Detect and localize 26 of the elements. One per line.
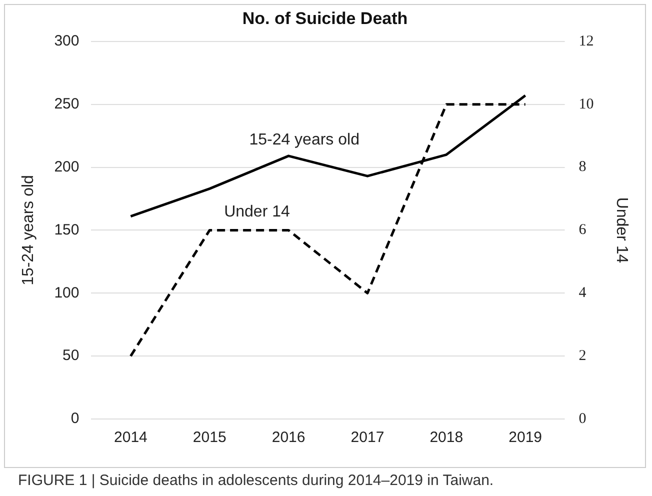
y-tick-label: 200	[54, 158, 80, 176]
x-tick-label: 2014	[114, 429, 148, 446]
y-tick-label: 300	[54, 32, 80, 50]
chart-title: No. of Suicide Death	[242, 8, 408, 28]
series-label: Under 14	[224, 204, 290, 221]
y2-axis-title: Under 14	[612, 197, 630, 264]
y2-tick-label: 0	[578, 410, 586, 427]
y2-tick-label: 2	[578, 348, 586, 364]
y2-tick-label: 12	[578, 33, 594, 50]
y2-tick-label: 8	[578, 159, 586, 176]
x-tick-label: 2018	[430, 429, 464, 446]
caption: FIGURE 1 | Suicide deaths in adolescents during 2014–2019 in Taiwan.	[18, 472, 494, 489]
x-tick-label: 2016	[272, 429, 306, 446]
x-tick-label: 2015	[192, 429, 226, 446]
y2-tick-label: 10	[578, 96, 594, 112]
y2-tick-label: 4	[578, 285, 587, 302]
y2-tick-label: 6	[578, 222, 587, 238]
y-tick-label: 50	[62, 347, 80, 364]
x-tick-label: 2017	[350, 429, 384, 446]
y-tick-label: 150	[54, 221, 80, 238]
series-label: 15-24 years old	[249, 131, 360, 148]
x-tick-label: 2019	[508, 429, 542, 446]
y-tick-label: 0	[70, 410, 80, 428]
y-tick-label: 250	[54, 95, 80, 112]
y-tick-label: 100	[54, 284, 80, 302]
y-axis-title: 15-24 years old	[20, 175, 38, 286]
